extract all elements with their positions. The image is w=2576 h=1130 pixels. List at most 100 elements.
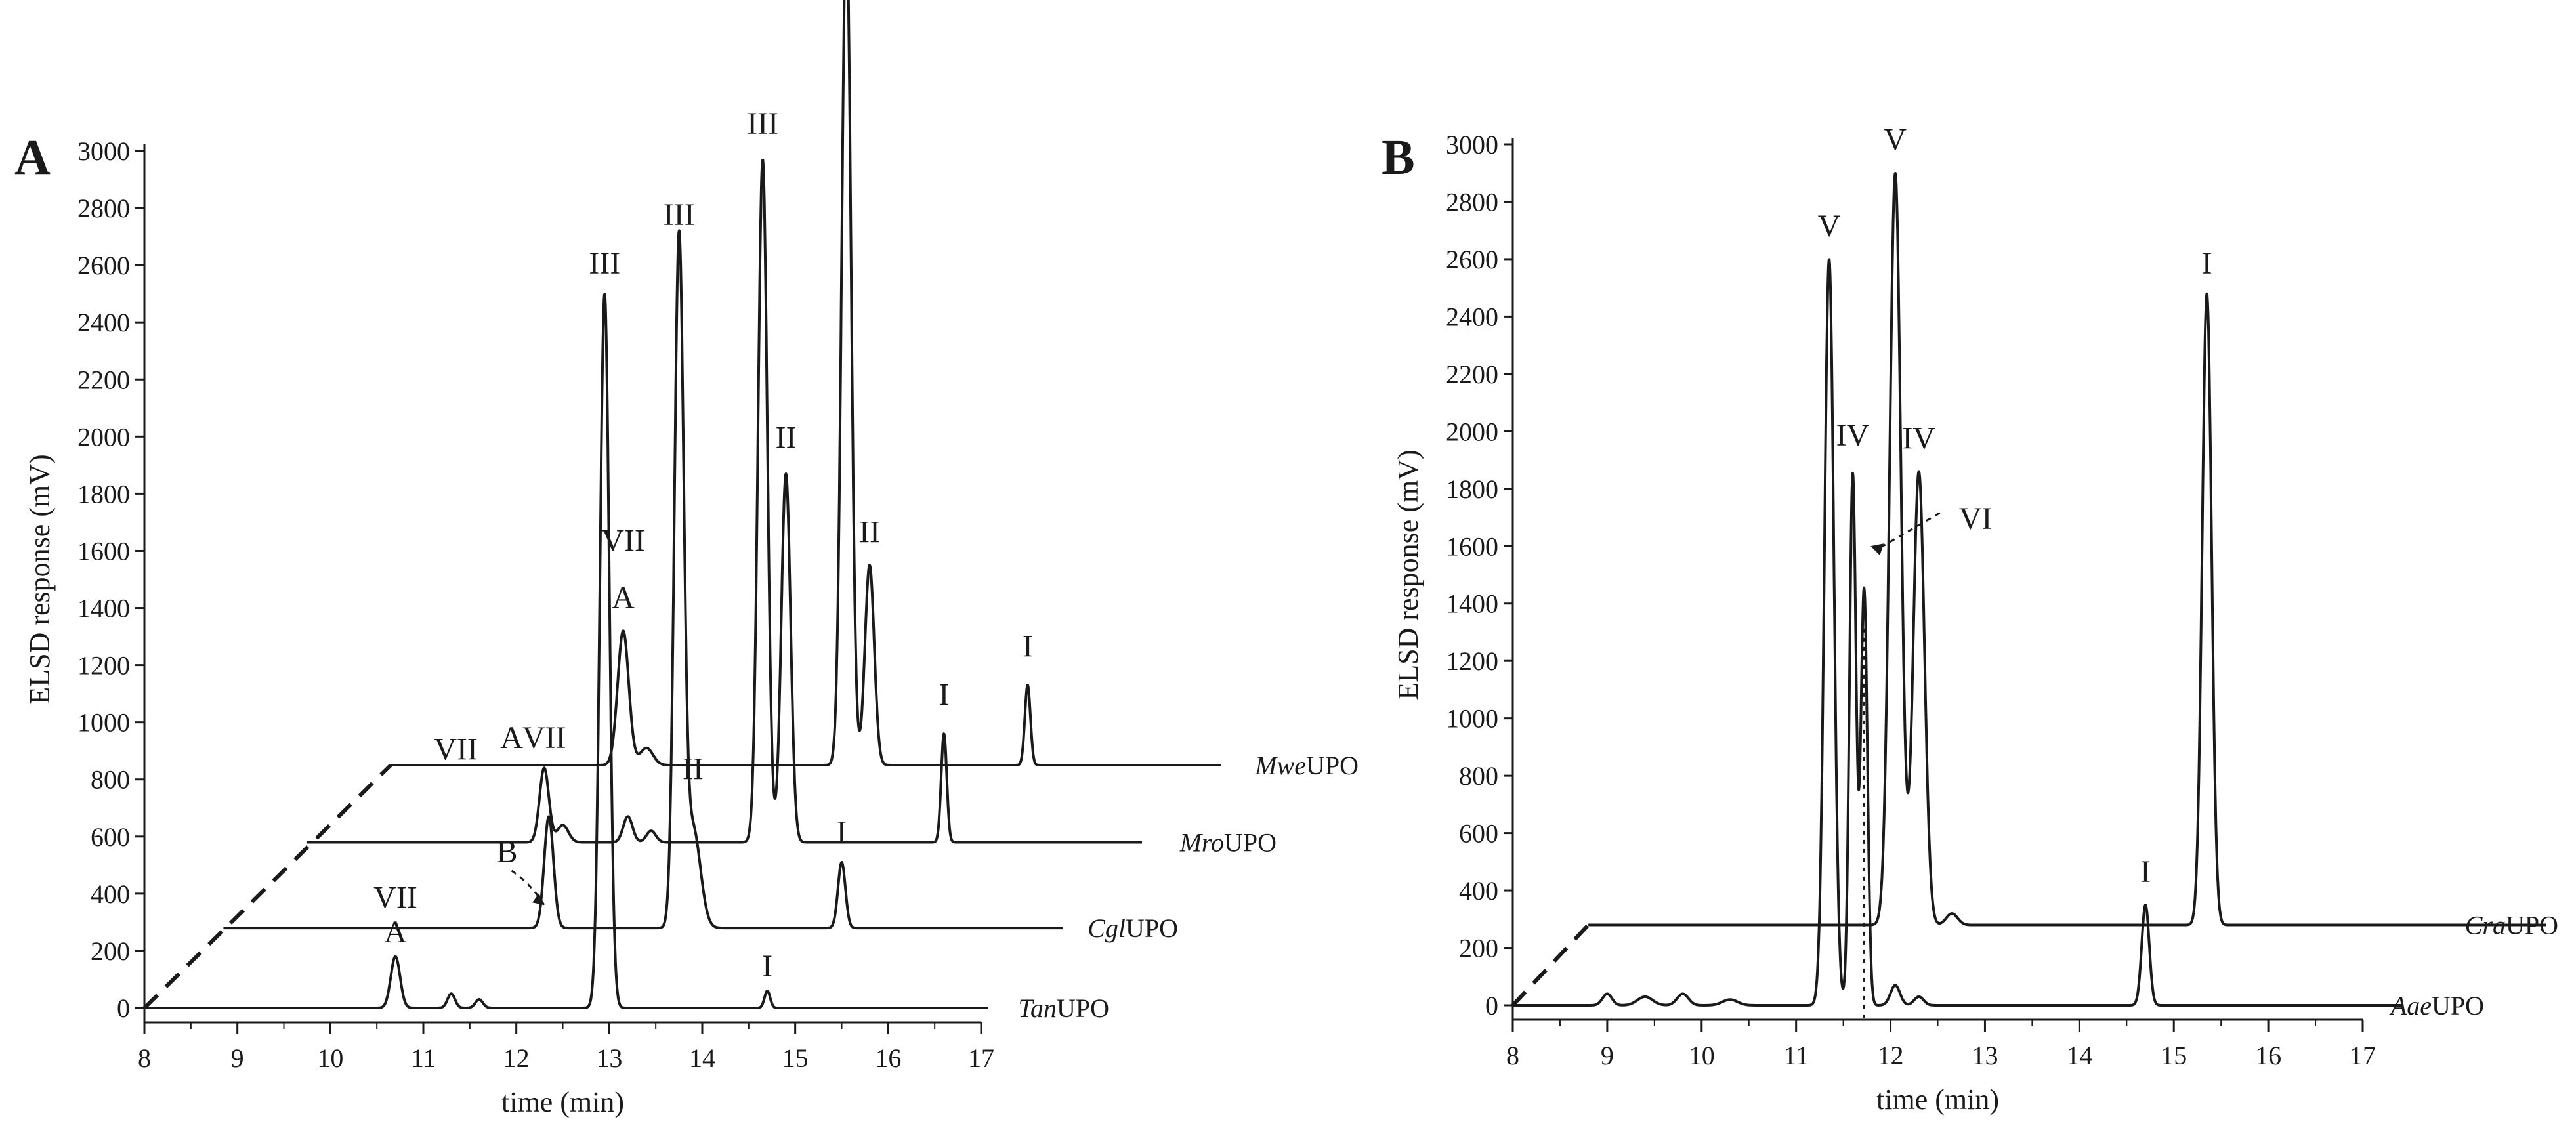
y-tick-label: 3000: [1446, 130, 1498, 159]
axes: 8 9 10 11 12 13 14 15 16 17 0 200 400 600 800 1000 1200 1…: [1392, 130, 2376, 1116]
peak-label: VII: [373, 881, 417, 915]
x-tick-label: 10: [317, 1043, 343, 1073]
annotation-arrow: [1875, 512, 1941, 551]
peak-label: I: [2202, 246, 2212, 281]
y-tick-label: 2000: [1446, 417, 1498, 446]
trace-mroupo: [306, 158, 1143, 844]
y-tick-label: 2400: [1446, 302, 1498, 331]
x-tick-label: 14: [2066, 1041, 2092, 1070]
peak-label: III: [664, 198, 695, 232]
peak-label: VII: [522, 721, 566, 755]
y-tick-label: 800: [1459, 761, 1498, 791]
peak-label: V: [1884, 123, 1907, 157]
peak-label: I: [837, 815, 847, 850]
x-tick-label: 15: [782, 1043, 809, 1073]
peak-label: A: [384, 915, 407, 950]
depth-guide-line: [1511, 923, 1590, 1007]
x-tick-label: 11: [1783, 1041, 1809, 1070]
peak-label: I: [939, 678, 949, 713]
peak-label: I: [1023, 629, 1033, 664]
peak-label: I: [2140, 854, 2151, 889]
peak-label: IV: [1836, 418, 1870, 453]
y-tick-label: 1200: [77, 651, 130, 680]
series-label-tanupo: TanUPO: [1018, 994, 1109, 1023]
y-tick-label: 600: [1459, 819, 1498, 848]
y-tick-label: 1800: [77, 479, 130, 509]
peak-label: V: [1818, 209, 1841, 243]
x-tick-label: 9: [1601, 1041, 1614, 1070]
x-tick-label: 8: [138, 1043, 151, 1073]
x-tick-label: 9: [231, 1043, 244, 1073]
series-label-aaeupo: AaeUPO: [2389, 991, 2484, 1020]
peak-label: IV: [1902, 421, 1935, 456]
panel-letter: A: [14, 130, 51, 185]
peak-label: A: [612, 581, 635, 616]
x-tick-label: 16: [875, 1043, 901, 1073]
y-tick-label: 200: [1459, 934, 1498, 963]
series-label-mweupo: MweUPO: [1254, 751, 1359, 780]
y-tick-label: 2000: [77, 422, 130, 451]
y-tick-label: 2600: [1446, 245, 1498, 274]
peak-label: II: [683, 752, 704, 787]
y-tick-label: 1200: [1446, 646, 1498, 676]
axes: 8 9 10 11 12 13 14 15 16 17 0 200 400 600 800 1000 1200 1…: [24, 136, 994, 1118]
y-axis-title: ELSD response (mV): [24, 454, 56, 704]
y-tick-label: 400: [1459, 876, 1498, 906]
peak-label: B: [496, 835, 517, 869]
trace-craupo: [1587, 171, 2548, 927]
peak-label: VII: [434, 732, 478, 766]
x-tick-label: 13: [1972, 1041, 1998, 1070]
trace-aaeupo: [1511, 258, 2403, 1007]
x-tick-label: 13: [596, 1043, 622, 1073]
y-tick-label: 400: [91, 879, 130, 909]
x-tick-label: 12: [1878, 1041, 1904, 1070]
y-tick-label: 2400: [77, 308, 130, 337]
y-tick-label: 2800: [1446, 187, 1498, 217]
x-tick-label: 15: [2161, 1041, 2187, 1070]
panel-a: A 8 9 10 11 12 13 14 15 16 17 0 200 400 600 800 1000 1200…: [14, 0, 1359, 1118]
annotation-arrowhead: [532, 893, 545, 906]
y-tick-label: 2200: [77, 365, 130, 394]
y-tick-label: 1000: [77, 708, 130, 738]
x-tick-label: 12: [503, 1043, 530, 1073]
x-axis-title: time (min): [501, 1086, 624, 1118]
y-tick-label: 1600: [77, 536, 130, 566]
y-tick-label: 1800: [1446, 474, 1498, 504]
trace-mweupo: [390, 0, 1222, 766]
series-label-mroupo: MroUPO: [1179, 828, 1277, 858]
x-tick-label: 17: [968, 1043, 994, 1073]
depth-guide-line: [142, 763, 392, 1010]
y-tick-label: 0: [117, 994, 130, 1023]
series-label-cglupo: CglUPO: [1087, 913, 1178, 943]
y-tick-label: 3000: [77, 136, 130, 166]
x-tick-label: 17: [2350, 1041, 2376, 1070]
traces: AaeUPO V IV I CraUPO V IV VI I: [1511, 123, 2558, 1020]
y-tick-label: 2800: [77, 194, 130, 223]
y-axis-title: ELSD response (mV): [1392, 450, 1424, 700]
y-tick-label: 600: [91, 822, 130, 852]
peak-label: II: [859, 514, 880, 549]
y-tick-label: 1400: [1446, 589, 1498, 619]
trace-cglupo: [222, 229, 1065, 930]
x-tick-label: 10: [1689, 1041, 1715, 1070]
panel-b: B 8 9 10 11 12 13 14 15 16 17 0 200 400 600 800 1000 1200…: [1382, 123, 2558, 1116]
peak-label: VII: [601, 523, 645, 558]
annotation-arrowhead: [1870, 543, 1884, 556]
peak-label: III: [589, 246, 620, 281]
peak-label: VI: [1959, 501, 1993, 536]
series-label-craupo: CraUPO: [2465, 911, 2558, 940]
trace-tanupo: [143, 293, 989, 1009]
x-tick-label: 14: [689, 1043, 715, 1073]
y-tick-label: 0: [1485, 991, 1498, 1020]
y-tick-label: 1000: [1446, 704, 1498, 734]
y-tick-label: 1600: [1446, 532, 1498, 561]
panel-letter: B: [1382, 130, 1415, 185]
peak-label: III: [747, 106, 778, 141]
x-tick-label: 8: [1506, 1041, 1519, 1070]
y-tick-label: 200: [91, 936, 130, 966]
peak-label: I: [762, 949, 772, 984]
x-axis-title: time (min): [1876, 1083, 1999, 1116]
x-tick-label: 11: [411, 1043, 436, 1073]
peak-label: A: [500, 721, 523, 755]
